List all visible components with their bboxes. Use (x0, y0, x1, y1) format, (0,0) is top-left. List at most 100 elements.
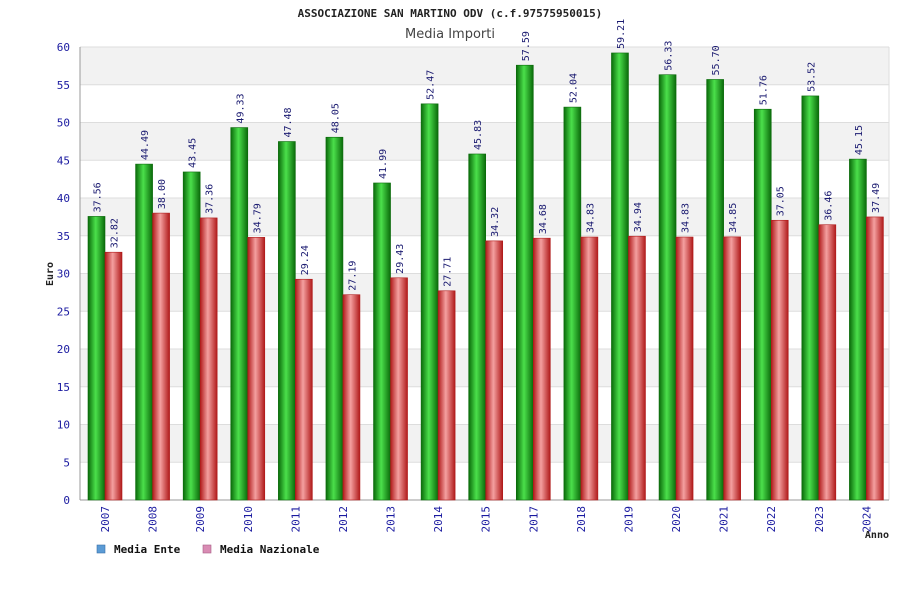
x-tick-label: 2014 (432, 506, 445, 533)
y-tick-label: 30 (57, 268, 70, 281)
bar-media-ente (515, 64, 534, 501)
bar-media-nazionale (295, 278, 313, 501)
legend-label-media-nazionale: Media Nazionale (220, 543, 320, 556)
bar-media-ente (706, 79, 724, 501)
data-label-media-nazionale: 37.36 (205, 184, 216, 214)
bar-media-nazionale (580, 236, 599, 501)
x-tick-label: 2017 (527, 506, 540, 533)
y-tick-label: 60 (57, 41, 70, 54)
bar-media-ente (135, 163, 153, 501)
x-tick-label: 2013 (385, 506, 398, 533)
x-tick-label: 2021 (718, 506, 731, 533)
bar-media-ente (182, 171, 201, 501)
bar-media-nazionale (532, 237, 551, 501)
bar-media-nazionale (770, 219, 789, 501)
y-axis-ticks: 0 5 10 15 20 25 30 35 40 45 50 55 60 (57, 41, 70, 507)
bar-media-ente (325, 136, 344, 501)
y-tick-label: 10 (57, 419, 70, 432)
chart-title: ASSOCIAZIONE SAN MARTINO ODV (c.f.975759… (298, 7, 603, 20)
x-tick-label: 2024 (860, 506, 873, 533)
data-label-media-ente: 55.70 (711, 45, 722, 75)
x-tick-label: 2018 (575, 506, 588, 533)
bar-media-ente (373, 182, 391, 501)
x-tick-label: 2011 (289, 506, 302, 533)
data-label-media-nazionale: 38.00 (157, 179, 168, 209)
x-axis-label: Anno (865, 530, 889, 541)
data-label-media-ente: 52.47 (426, 70, 437, 100)
bar-media-ente (87, 216, 106, 501)
legend-swatch-media-nazionale (202, 544, 212, 554)
data-label-media-nazionale: 34.83 (681, 203, 692, 233)
data-labels: 37.56 32.82 44.49 38.00 43.45 37.36 49.33 34.79… (93, 19, 882, 291)
x-tick-label: 2010 (242, 506, 255, 533)
y-tick-label: 55 (57, 79, 70, 92)
plot-band (80, 47, 889, 85)
bar-media-ente (849, 158, 867, 501)
data-label-media-nazionale: 34.79 (252, 203, 263, 233)
data-label-media-ente: 57.59 (521, 31, 532, 61)
data-label-media-nazionale: 36.46 (823, 191, 834, 221)
data-label-media-nazionale: 32.82 (110, 218, 121, 248)
y-axis-label: Euro (45, 262, 56, 286)
bar-media-nazionale (723, 236, 741, 501)
data-label-media-ente: 47.48 (283, 107, 294, 137)
bar-media-ente (420, 103, 439, 501)
y-tick-label: 45 (57, 154, 70, 167)
x-tick-label: 2023 (813, 506, 826, 533)
bar-media-ente (468, 153, 487, 501)
data-label-media-nazionale: 37.05 (776, 186, 787, 216)
bar-media-nazionale (818, 224, 837, 501)
bar-media-ente (801, 95, 820, 501)
data-label-media-nazionale: 34.83 (585, 203, 596, 233)
x-tick-label: 2007 (99, 506, 112, 533)
bar-media-nazionale (675, 236, 694, 501)
bar-media-nazionale (390, 277, 408, 501)
bar-media-nazionale (866, 216, 884, 501)
bar-media-nazionale (104, 251, 123, 501)
y-tick-label: 0 (63, 494, 70, 507)
y-tick-label: 20 (57, 343, 70, 356)
x-tick-label: 2012 (337, 506, 350, 533)
data-label-media-ente: 44.49 (140, 130, 151, 160)
data-label-media-ente: 48.05 (330, 103, 341, 133)
y-tick-label: 40 (57, 192, 70, 205)
y-tick-label: 5 (63, 456, 70, 469)
data-label-media-ente: 41.99 (378, 149, 389, 179)
bar-media-nazionale (342, 294, 361, 501)
data-label-media-ente: 59.21 (616, 19, 627, 49)
x-tick-label: 2022 (765, 506, 778, 533)
data-label-media-ente: 45.83 (473, 120, 484, 150)
bar-media-ente (658, 74, 677, 501)
bar-media-nazionale (152, 212, 170, 501)
data-label-media-ente: 37.56 (93, 182, 104, 212)
legend-swatch-media-ente (96, 544, 106, 554)
data-label-media-nazionale: 27.19 (347, 261, 358, 291)
y-tick-label: 50 (57, 117, 70, 130)
x-tick-label: 2020 (670, 506, 683, 533)
data-label-media-ente: 49.33 (235, 93, 246, 123)
legend-label-media-ente: Media Ente (114, 543, 181, 556)
bars (87, 52, 884, 501)
y-tick-label: 15 (57, 381, 70, 394)
legend: Media Ente Media Nazionale (96, 543, 320, 556)
y-tick-label: 25 (57, 305, 70, 318)
bar-media-ente (753, 108, 772, 501)
x-axis-ticks: 2007 2008 2009 2010 2011 2012 2013 2014 2015 2017… (99, 506, 873, 533)
x-tick-label: 2015 (480, 506, 493, 533)
data-label-media-ente: 51.76 (759, 75, 770, 105)
bar-media-ente (563, 106, 582, 501)
data-label-media-nazionale: 34.94 (633, 202, 644, 232)
bar-media-nazionale (247, 237, 266, 501)
data-label-media-nazionale: 29.43 (395, 244, 406, 274)
data-label-media-nazionale: 29.24 (300, 245, 311, 275)
bar-media-nazionale (485, 240, 504, 501)
bar-media-ente (230, 127, 249, 501)
data-label-media-ente: 52.04 (568, 73, 579, 103)
bar-media-nazionale (199, 217, 218, 501)
data-label-media-nazionale: 34.32 (490, 207, 501, 237)
data-label-media-nazionale: 37.49 (871, 183, 882, 213)
x-tick-label: 2019 (622, 506, 635, 533)
bar-media-ente (278, 141, 296, 501)
